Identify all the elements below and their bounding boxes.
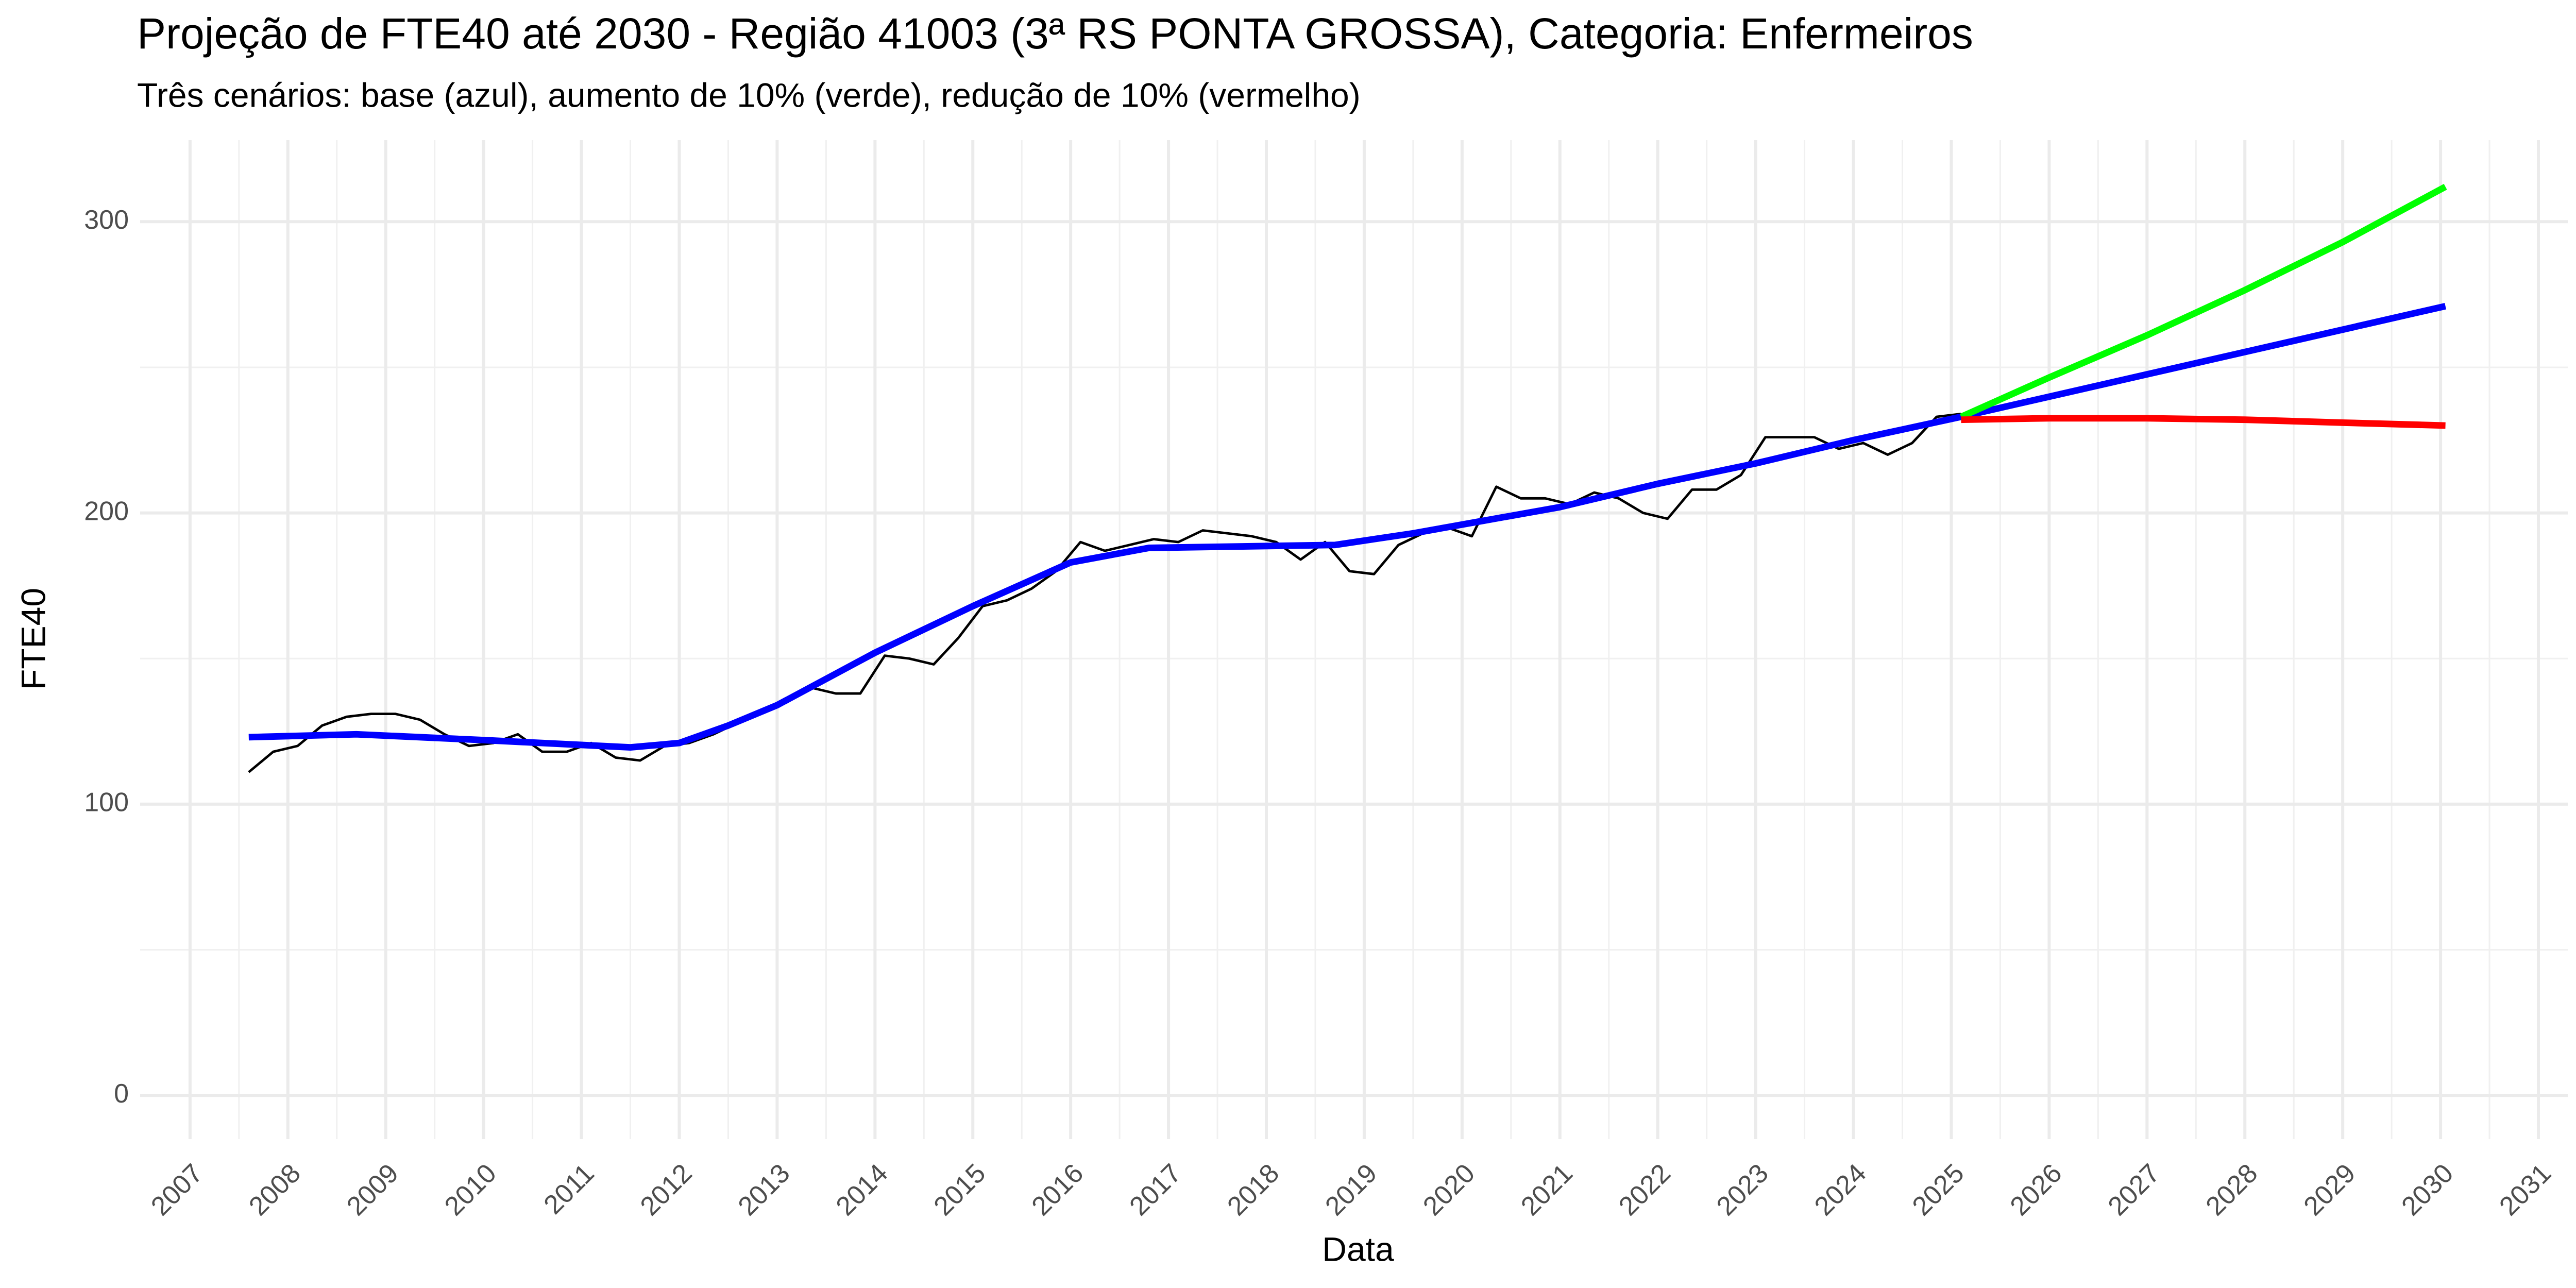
chart-subtitle: Três cenários: base (azul), aumento de 1… <box>137 76 1361 114</box>
y-tick-label: 300 <box>84 205 129 235</box>
x-axis-label: Data <box>1322 1230 1394 1268</box>
plot-lines <box>248 183 2447 773</box>
series-line <box>248 413 1961 773</box>
y-axis-label: FTE40 <box>14 588 52 690</box>
series-line <box>248 302 2447 751</box>
series-line <box>1961 415 2446 429</box>
series-line <box>1959 183 2447 420</box>
y-tick-label: 200 <box>84 496 129 526</box>
y-tick-label: 0 <box>114 1079 129 1109</box>
chart-title: Projeção de FTE40 até 2030 - Região 4100… <box>137 9 1973 58</box>
grid <box>140 140 2568 1139</box>
y-tick-label: 100 <box>84 788 129 818</box>
